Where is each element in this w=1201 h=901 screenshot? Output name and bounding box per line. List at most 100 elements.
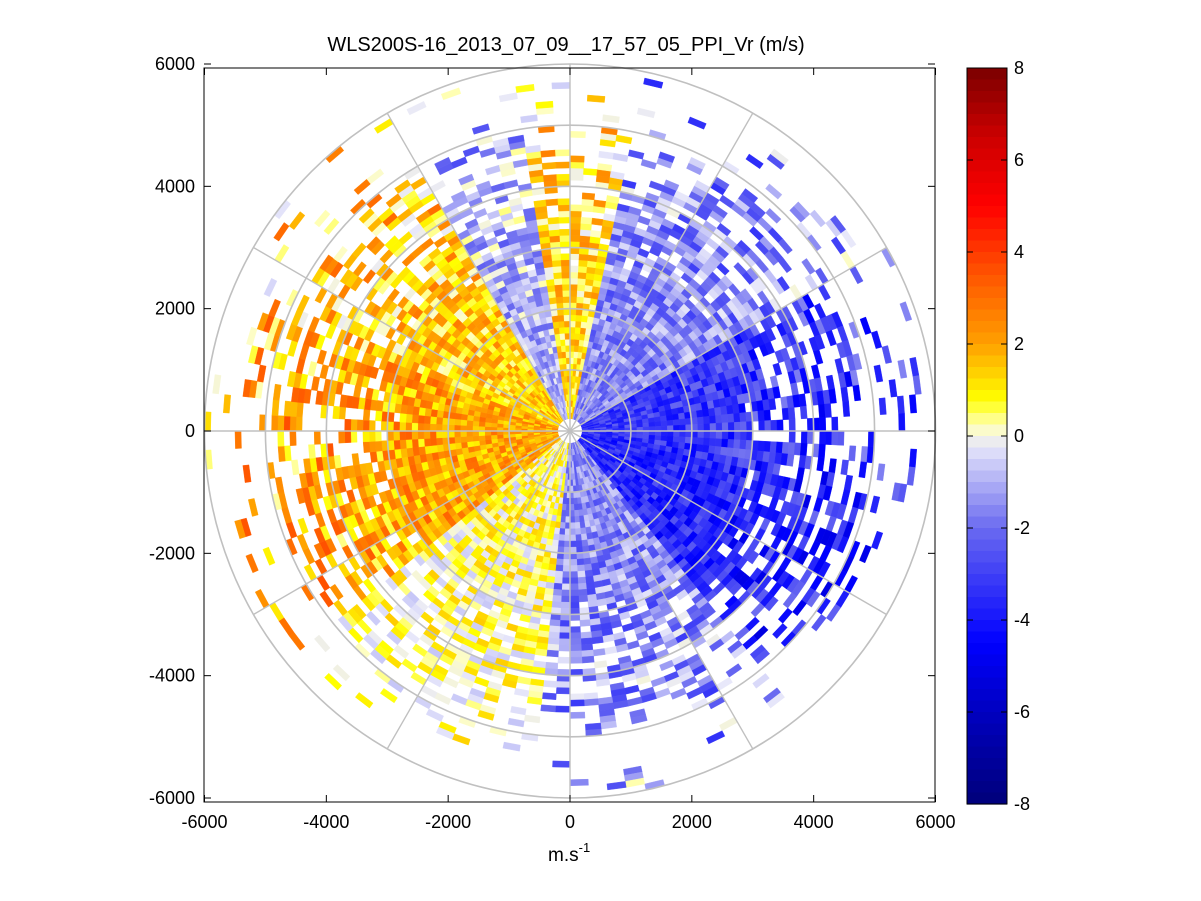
y-tick-label: -6000 xyxy=(149,788,195,808)
velocity-gate xyxy=(569,173,584,181)
velocity-gate xyxy=(369,441,377,453)
velocity-gate xyxy=(575,534,582,542)
y-tick-label: -4000 xyxy=(149,666,195,686)
velocity-gate xyxy=(572,479,576,487)
velocity-gate xyxy=(772,362,783,376)
velocity-gate xyxy=(578,588,588,597)
velocity-gate xyxy=(764,420,772,432)
velocity-gate xyxy=(375,440,383,452)
velocity-gate xyxy=(555,705,571,713)
velocity-gate xyxy=(436,444,444,453)
velocity-gate xyxy=(399,412,407,423)
velocity-gate xyxy=(581,192,596,201)
velocity-gate xyxy=(429,416,437,425)
velocity-gate xyxy=(584,569,594,578)
velocity-gate xyxy=(460,425,467,432)
velocity-gate xyxy=(912,375,922,395)
velocity-gate xyxy=(540,704,556,713)
velocity-gate xyxy=(454,442,462,450)
velocity-gate xyxy=(553,576,563,584)
velocity-gate xyxy=(547,290,557,299)
velocity-gate xyxy=(472,435,480,442)
velocity-gate xyxy=(581,315,589,323)
velocity-gate xyxy=(636,107,656,119)
velocity-gate xyxy=(551,259,562,267)
velocity-gate xyxy=(765,183,783,200)
velocity-gate xyxy=(871,530,884,550)
velocity-gate xyxy=(765,207,782,224)
velocity-gate xyxy=(721,414,729,424)
velocity-gate xyxy=(740,430,747,441)
velocity-gate xyxy=(460,441,468,449)
velocity-gate xyxy=(569,522,576,530)
velocity-gate xyxy=(831,430,839,446)
velocity-gate xyxy=(569,595,580,603)
velocity-gate xyxy=(555,296,564,304)
velocity-gate xyxy=(727,422,735,432)
velocity-gate xyxy=(873,364,884,383)
velocity-gate xyxy=(393,439,401,450)
velocity-gate xyxy=(909,394,917,414)
velocity-gate xyxy=(734,430,741,441)
velocity-gate xyxy=(546,284,556,293)
velocity-gate xyxy=(577,278,587,286)
velocity-gate xyxy=(454,430,461,438)
velocity-gate xyxy=(688,156,706,170)
velocity-gate xyxy=(661,430,668,437)
velocity-gate xyxy=(628,149,645,160)
velocity-gate xyxy=(569,167,584,175)
velocity-gate xyxy=(478,439,486,446)
velocity-gate xyxy=(769,441,778,453)
velocity-gate xyxy=(852,384,862,402)
velocity-gate xyxy=(569,583,579,591)
velocity-gate xyxy=(781,441,790,455)
velocity-gate xyxy=(417,430,425,440)
velocity-gate xyxy=(562,283,571,291)
velocity-gate xyxy=(548,296,557,305)
velocity-gate xyxy=(858,461,868,479)
velocity-gate xyxy=(708,407,716,417)
y-tick-label: 2000 xyxy=(155,299,195,319)
velocity-gate xyxy=(277,430,285,447)
velocity-gate xyxy=(709,438,717,447)
velocity-gate xyxy=(562,559,571,566)
velocity-gate xyxy=(478,421,486,427)
velocity-gate xyxy=(577,576,587,584)
velocity-gate xyxy=(615,134,633,145)
velocity-gate xyxy=(578,509,584,517)
velocity-gate xyxy=(897,359,908,379)
velocity-gate xyxy=(569,571,578,579)
velocity-gate xyxy=(909,448,917,468)
velocity-gate xyxy=(770,148,789,166)
velocity-gate xyxy=(569,210,582,218)
velocity-gate xyxy=(579,229,592,237)
velocity-gate xyxy=(848,445,857,462)
velocity-gate xyxy=(484,434,492,441)
velocity-gate xyxy=(561,351,567,359)
velocity-gate xyxy=(558,644,571,652)
velocity-gate xyxy=(667,430,674,437)
velocity-gate xyxy=(533,199,547,208)
velocity-gate xyxy=(716,262,730,276)
velocity-gate xyxy=(577,570,586,578)
velocity-gate xyxy=(576,290,585,298)
velocity-gate xyxy=(223,394,231,414)
velocity-gate xyxy=(546,643,560,652)
velocity-gate xyxy=(727,413,735,423)
velocity-gate xyxy=(350,430,358,443)
velocity-gate xyxy=(825,430,833,445)
velocity-gate xyxy=(709,430,717,439)
velocity-gate xyxy=(435,423,443,432)
velocity-gate xyxy=(876,463,886,481)
velocity-gate xyxy=(560,515,566,523)
velocity-gate xyxy=(551,253,562,261)
velocity-gate xyxy=(417,438,425,448)
velocity-gate xyxy=(554,333,561,341)
velocity-gate xyxy=(899,301,913,322)
velocity-gate xyxy=(564,375,568,383)
velocity-gate xyxy=(658,151,676,163)
velocity-gate xyxy=(405,413,413,423)
velocity-gate xyxy=(583,563,593,572)
velocity-gate xyxy=(565,339,571,346)
velocity-gate xyxy=(411,414,419,424)
